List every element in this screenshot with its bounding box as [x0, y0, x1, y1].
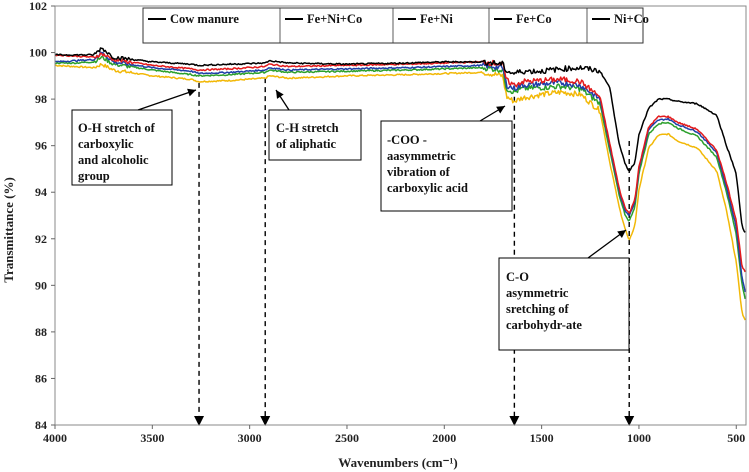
legend-label: Fe+Ni+Co	[307, 12, 362, 26]
y-tick-label: 90	[35, 278, 47, 292]
y-tick-label: 86	[35, 371, 47, 385]
y-tick-label: 98	[35, 92, 47, 106]
annotation-box	[71, 109, 173, 186]
plot-frame	[54, 5, 747, 426]
annotation-box	[380, 120, 513, 212]
annotation-text: group	[78, 169, 110, 183]
annotation-text: carboxylic	[78, 137, 134, 151]
legend-label: Fe+Ni	[420, 12, 453, 26]
y-tick-label: 100	[29, 46, 47, 60]
annotation-text: vibration of	[387, 165, 451, 179]
annotation-arrowhead	[276, 90, 284, 99]
annotation-text: carbohydr-ate	[506, 318, 582, 332]
reference-arrowhead	[194, 416, 205, 426]
x-tick-label: 2500	[335, 431, 359, 445]
series-line	[54, 55, 746, 300]
y-tick-label: 92	[35, 232, 47, 246]
reference-arrowhead	[509, 416, 520, 426]
x-tick-label: 3000	[238, 431, 262, 445]
x-tick-label: 1000	[627, 431, 651, 445]
annotation-arrowhead	[187, 88, 196, 97]
annotation-text: of aliphatic	[276, 137, 337, 151]
annotation-text: and alcoholic	[78, 153, 149, 167]
annotation-arrow	[137, 89, 197, 111]
legend-label: Cow manure	[170, 12, 239, 26]
annotation-box	[498, 257, 630, 351]
annotation-text: C-H stretch	[276, 121, 339, 135]
annotation-text: sretching of	[506, 302, 569, 316]
annotation-box	[268, 109, 362, 161]
annotation-text: aasymmetric	[387, 149, 456, 163]
y-tick-label: 102	[29, 0, 47, 13]
y-axis-title: Transmittance (%)	[1, 177, 16, 283]
x-tick-label: 1500	[530, 431, 554, 445]
annotation-text: -COO -	[387, 133, 427, 147]
series-line	[54, 47, 746, 233]
y-tick-label: 84	[35, 418, 47, 432]
x-tick-label: 4000	[43, 431, 67, 445]
x-tick-label: 3500	[140, 431, 164, 445]
y-tick-label: 96	[35, 139, 47, 153]
annotation-arrowhead	[617, 230, 626, 238]
annotation-text: C-O	[506, 270, 529, 284]
x-tick-label: 2000	[432, 431, 456, 445]
annotation-text: O-H stretch of	[78, 121, 156, 135]
reference-arrowhead	[624, 416, 635, 426]
x-tick-label: 500	[727, 431, 745, 445]
annotation-text: carboxylic acid	[387, 181, 468, 195]
y-tick-label: 94	[35, 185, 47, 199]
series-line	[54, 62, 746, 321]
reference-arrowhead	[260, 416, 271, 426]
annotation-arrowhead	[496, 106, 505, 114]
y-tick-label: 88	[35, 325, 47, 339]
annotation-text: asymmetric	[506, 286, 569, 300]
legend-label: Fe+Co	[516, 12, 552, 26]
x-axis-title: Wavenumbers (cm⁻¹)	[338, 455, 457, 470]
legend-label: Ni+Co	[614, 12, 649, 26]
